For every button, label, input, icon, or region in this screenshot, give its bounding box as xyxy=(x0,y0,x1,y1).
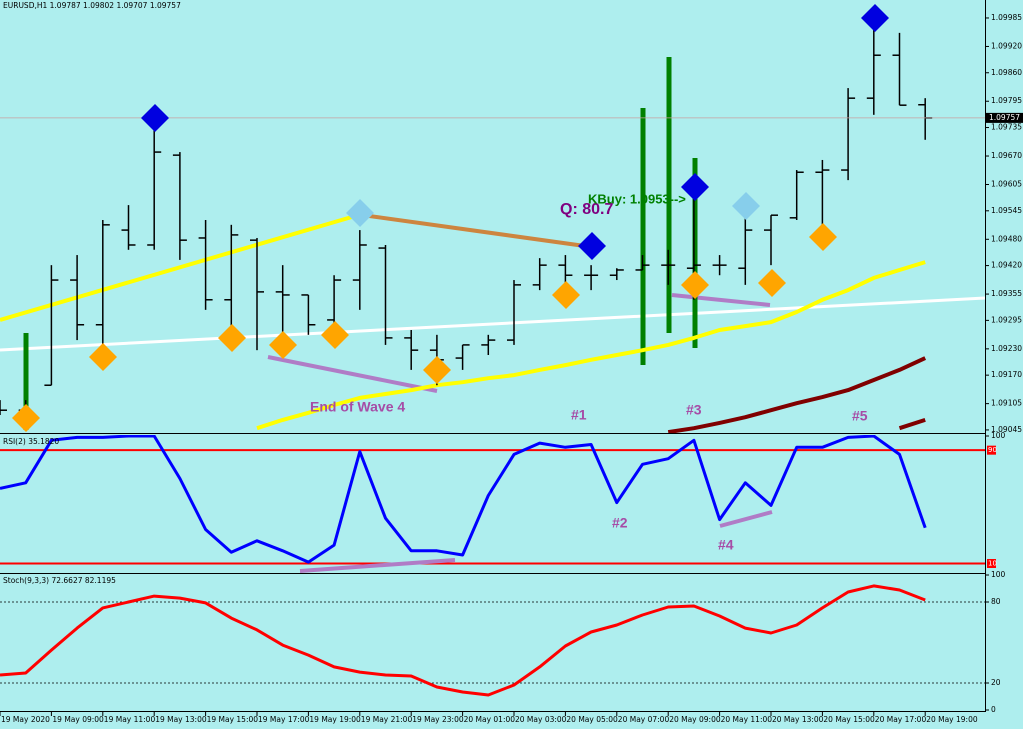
trendline xyxy=(0,296,985,352)
diamond xyxy=(141,104,169,132)
y-tick-label: 1.09920 xyxy=(991,41,1022,50)
annotation: KBuy: 1.0953--> xyxy=(588,191,686,206)
level-box xyxy=(987,559,996,568)
x-tick-label: 20 May 15:00 xyxy=(823,715,875,724)
y-tick-label: 1.09045 xyxy=(991,425,1022,434)
line-series xyxy=(0,435,927,564)
y-tick-label: 1.09670 xyxy=(991,151,1022,160)
y-tick-label: 1.09735 xyxy=(991,123,1022,132)
y-tick-label: 20 xyxy=(991,678,1001,687)
diamond xyxy=(269,331,297,359)
annotation: Q: 80.7 xyxy=(560,201,613,218)
x-tick-label: 20 May 03:00 xyxy=(515,715,567,724)
level-box xyxy=(987,445,996,455)
x-tick-label: 19 May 23:00 xyxy=(412,715,464,724)
y-tick-label: 100 xyxy=(991,570,1006,579)
y-tick-label: 1.09420 xyxy=(991,261,1022,270)
diamond xyxy=(732,192,760,220)
x-tick-label: 19 May 13:00 xyxy=(155,715,207,724)
x-tick-label: 20 May 19:00 xyxy=(926,715,978,724)
pane-title: RSI(2) 35.1820 xyxy=(3,437,59,446)
diamond xyxy=(578,232,606,260)
x-tick-label: 20 May 07:00 xyxy=(618,715,670,724)
line-series xyxy=(0,584,926,697)
y-tick-label: 0 xyxy=(991,705,996,714)
diamond xyxy=(681,271,709,299)
x-tick-label: 20 May 11:00 xyxy=(721,715,773,724)
x-tick-label: 19 May 17:00 xyxy=(258,715,310,724)
y-tick-label: 1.09985 xyxy=(991,13,1022,22)
diamond xyxy=(758,269,786,297)
y-tick-label: 1.09105 xyxy=(991,399,1022,408)
y-tick-label: 1.09795 xyxy=(991,96,1022,105)
diamond xyxy=(321,321,349,349)
trendline xyxy=(267,355,438,393)
x-tick-label: 19 May 11:00 xyxy=(104,715,156,724)
annotation: #4 xyxy=(718,537,734,553)
diamond xyxy=(423,356,451,384)
x-tick-label: 19 May 21:00 xyxy=(361,715,413,724)
x-tick-label: 19 May 15:00 xyxy=(207,715,259,724)
annotation: #3 xyxy=(686,402,702,418)
y-tick-label: 1.09230 xyxy=(991,344,1022,353)
x-tick-label: 20 May 09:00 xyxy=(669,715,721,724)
line-series xyxy=(898,417,926,431)
y-tick-label: 100 xyxy=(991,431,1006,440)
line-series xyxy=(667,356,927,433)
diamond xyxy=(218,324,246,352)
pane-title: EURUSD,H1 1.09787 1.09802 1.09707 1.0975… xyxy=(3,1,181,10)
y-tick-label: 1.09545 xyxy=(991,206,1022,215)
diamond xyxy=(552,281,580,309)
y-tick-label: 1.09480 xyxy=(991,234,1022,243)
pane-title: Stoch(9,3,3) 72.6627 82.1195 xyxy=(3,576,116,585)
y-tick-label: 1.09295 xyxy=(991,315,1022,324)
level-label: 90 xyxy=(988,446,997,454)
current-price-label: 1.09757 xyxy=(989,113,1020,122)
diamond xyxy=(346,199,374,227)
x-tick-label: 19 May 19:00 xyxy=(309,715,361,724)
annotation: #1 xyxy=(571,407,587,423)
trendline xyxy=(299,558,456,573)
trendline xyxy=(671,293,771,307)
y-tick-label: 1.09170 xyxy=(991,370,1022,379)
annotation: End of Wave 4 xyxy=(310,399,405,415)
diamond xyxy=(681,173,709,201)
annotation: #2 xyxy=(612,515,628,531)
current-price-box xyxy=(986,112,1023,123)
trendline xyxy=(0,212,363,322)
orange-diamonds xyxy=(12,223,837,432)
annotation: #5 xyxy=(852,408,868,424)
diamond xyxy=(809,223,837,251)
y-tick-label: 80 xyxy=(991,597,1001,606)
trendline xyxy=(719,510,773,528)
signals: Q: 80.7 KBuy: 1.0953--> End of Wave 4 #1… xyxy=(12,4,889,573)
blue-diamonds xyxy=(141,4,889,260)
x-tick-label: 20 May 13:00 xyxy=(772,715,824,724)
trendline xyxy=(361,213,593,249)
diamond xyxy=(12,404,40,432)
diamond xyxy=(89,343,117,371)
x-tick-label: 20 May 17:00 xyxy=(875,715,927,724)
line-series xyxy=(256,260,926,431)
x-tick-label: 19 May 09:00 xyxy=(52,715,104,724)
x-tick-label: 20 May 05:00 xyxy=(566,715,618,724)
level-label: 10 xyxy=(988,560,997,568)
y-tick-label: 1.09860 xyxy=(991,68,1022,77)
x-tick-label: 19 May 2020 xyxy=(1,715,50,724)
light-diamonds xyxy=(346,192,760,227)
y-tick-label: 1.09605 xyxy=(991,180,1022,189)
x-tick-label: 20 May 01:00 xyxy=(464,715,516,724)
y-tick-label: 1.09355 xyxy=(991,289,1022,298)
diamond xyxy=(861,4,889,32)
